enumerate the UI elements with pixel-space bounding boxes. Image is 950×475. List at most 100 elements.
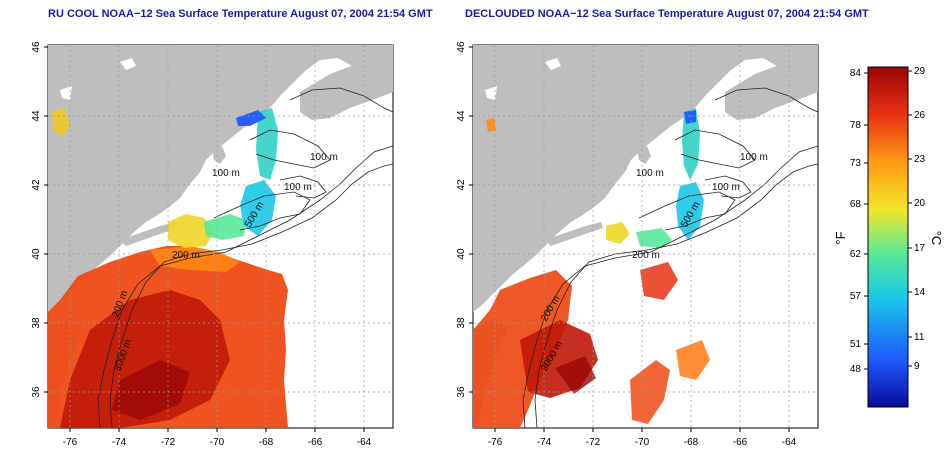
right-x-tick-label: -74	[537, 437, 552, 448]
left-axis-ticks	[44, 46, 365, 432]
left-contour-label: 200 m	[172, 250, 200, 261]
left-sst-cyan	[240, 180, 276, 236]
left-contour-line	[97, 145, 393, 428]
left-long-island	[120, 222, 178, 246]
right-sst-blue	[684, 110, 696, 124]
colorbar-f-label: 68	[850, 199, 862, 210]
left-x-tick-label: -70	[210, 437, 225, 448]
left-contour-line	[249, 129, 331, 169]
right-sst-patch-offshore	[676, 340, 710, 380]
right-sst-patch-east	[640, 262, 678, 300]
left-contour-line	[279, 175, 327, 199]
right-x-tick-label: -64	[782, 437, 797, 448]
colorbar-ticks	[864, 70, 912, 370]
right-lake	[485, 86, 497, 100]
right-y-tick-label: 38	[456, 317, 467, 329]
colorbar-fahrenheit-title: °F	[833, 231, 848, 244]
left-y-tick-label: 44	[31, 110, 42, 122]
left-land-mass	[48, 45, 393, 312]
left-contour-label: 100 m	[284, 182, 312, 193]
left-sst-orange	[150, 246, 240, 272]
right-contour-line	[674, 129, 756, 169]
right-y-tick-label: 36	[456, 386, 467, 398]
colorbar-c-label: 29	[914, 66, 926, 77]
colorbar-f-label: 62	[850, 249, 862, 260]
right-y-tick-labels: 46 44 42 40 38 36	[456, 41, 467, 398]
left-x-tick-label: -72	[161, 437, 176, 448]
colorbar-c-label: 17	[914, 243, 926, 254]
right-sst-green	[636, 228, 672, 248]
colorbar-f-label: 51	[850, 339, 862, 350]
left-map-title: RU COOL NOAA−12 Sea Surface Temperature …	[48, 8, 433, 20]
colorbar-celsius-labels: 29 26 23 20 17 14 11 9	[914, 66, 926, 372]
left-graticule	[48, 45, 393, 428]
right-map-title: DECLOUDED NOAA−12 Sea Surface Temperatur…	[465, 8, 869, 20]
right-contour-label: 100 m	[636, 168, 664, 179]
right-axis-ticks	[469, 46, 790, 432]
right-map: 100 m 100 m 200 m 500 m 200 m 100 m 3000…	[456, 41, 819, 448]
colorbar-c-label: 11	[914, 332, 925, 343]
right-sst-patch	[486, 118, 496, 132]
left-sst-green	[204, 214, 246, 240]
left-nova-scotia	[300, 56, 393, 120]
left-y-tick-label: 46	[31, 41, 42, 53]
left-cape-cod	[212, 146, 226, 164]
left-x-tick-label: -74	[112, 437, 127, 448]
right-graticule	[473, 45, 818, 428]
left-sst-hot	[60, 290, 230, 428]
right-x-tick-label: -66	[733, 437, 748, 448]
right-nova-scotia	[725, 56, 818, 120]
left-contour-line	[213, 191, 311, 231]
left-x-tick-label: -76	[63, 437, 78, 448]
left-y-tick-label: 42	[31, 179, 42, 191]
left-sst-cyan-strip	[256, 108, 278, 180]
temperature-colorbar: 84 78 73 68 62 57 51 48 29 26 23 20 17 1…	[833, 66, 944, 408]
right-contour-label: 100 m	[712, 182, 740, 193]
left-contour-label: 100 m	[212, 168, 240, 179]
right-x-tick-label: -68	[684, 437, 699, 448]
right-sst-yellow	[606, 222, 630, 244]
right-y-tick-label: 46	[456, 41, 467, 53]
colorbar-c-label: 26	[914, 110, 926, 121]
colorbar-c-label: 14	[914, 287, 926, 298]
left-sst-blue	[236, 110, 266, 126]
left-x-tick-label: -68	[259, 437, 274, 448]
right-land-mass	[473, 45, 818, 312]
right-sst-darkred	[555, 356, 596, 394]
left-map: 100 m 100 m 200 m 500 m 100 m 200 m 3000…	[31, 41, 394, 448]
colorbar-c-label: 20	[914, 198, 926, 209]
right-lake	[545, 58, 561, 70]
left-y-tick-label: 40	[31, 248, 42, 260]
right-x-tick-label: -70	[635, 437, 650, 448]
colorbar-gradient	[867, 66, 909, 408]
left-y-tick-label: 36	[31, 386, 42, 398]
right-x-tick-label: -76	[488, 437, 503, 448]
left-sst-darkred	[112, 360, 190, 420]
colorbar-celsius-title: °C	[929, 231, 944, 246]
right-long-island	[545, 222, 603, 246]
right-x-tick-labels: -76 -74 -72 -70 -68 -66 -64	[488, 437, 797, 448]
left-x-tick-label: -64	[357, 437, 372, 448]
left-x-tick-labels: -76 -74 -72 -70 -68 -66 -64	[63, 437, 372, 448]
left-sst-yellow	[168, 214, 214, 248]
left-sst-patch	[52, 108, 70, 136]
left-lake	[60, 86, 72, 100]
right-contour-label: 100 m	[740, 152, 768, 163]
right-contour-label: 200 m	[632, 250, 660, 261]
right-contour-line	[522, 145, 818, 428]
right-contour-line	[638, 191, 736, 231]
right-y-tick-label: 44	[456, 110, 467, 122]
right-x-tick-label: -72	[586, 437, 601, 448]
right-y-tick-label: 40	[456, 248, 467, 260]
colorbar-c-label: 9	[914, 361, 920, 372]
left-y-tick-labels: 46 44 42 40 38 36	[31, 41, 42, 398]
left-y-tick-label: 38	[31, 317, 42, 329]
colorbar-f-label: 57	[850, 291, 862, 302]
colorbar-f-label: 78	[850, 120, 862, 131]
right-contour-line	[714, 87, 818, 113]
left-contour-label: 100 m	[310, 152, 338, 163]
colorbar-f-label: 48	[850, 364, 862, 375]
right-sst-cyan	[676, 182, 704, 240]
left-x-tick-label: -66	[308, 437, 323, 448]
